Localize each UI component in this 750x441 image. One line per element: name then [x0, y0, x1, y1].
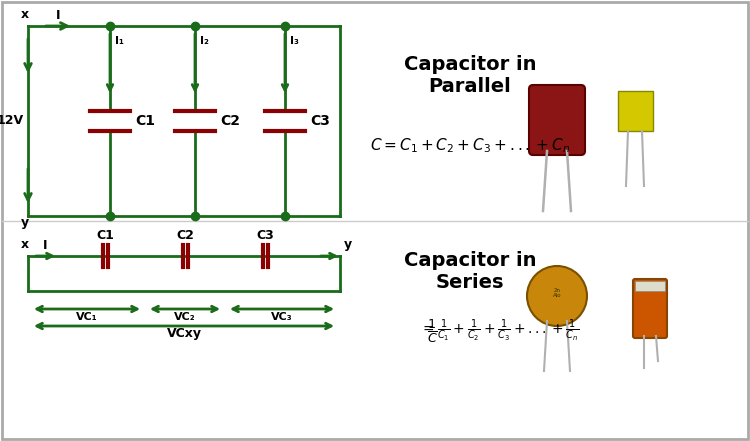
Text: $C = C_1 + C_2 + C_3 + ... + C_n$: $C = C_1 + C_2 + C_3 + ... + C_n$: [370, 137, 570, 155]
Text: x: x: [21, 238, 29, 251]
Text: I₂: I₂: [200, 36, 208, 46]
Text: y: y: [21, 216, 29, 229]
Text: $\frac{1}{C}$: $\frac{1}{C}$: [427, 317, 437, 345]
Bar: [635, 281, 665, 291]
Text: 2n
Alo: 2n Alo: [553, 288, 561, 299]
Text: Capacitor in
Series: Capacitor in Series: [404, 250, 536, 292]
FancyBboxPatch shape: [529, 85, 585, 155]
Text: I: I: [56, 9, 60, 22]
Text: C1: C1: [135, 114, 155, 128]
Text: C3: C3: [310, 114, 330, 128]
Text: I: I: [43, 239, 47, 252]
Text: C3: C3: [256, 229, 274, 242]
Text: VC₂: VC₂: [174, 312, 196, 322]
Text: VCxy: VCxy: [166, 327, 202, 340]
Text: C2: C2: [176, 229, 194, 242]
Text: C1: C1: [96, 229, 114, 242]
Text: VC₃: VC₃: [272, 312, 292, 322]
Text: VC₁: VC₁: [76, 312, 98, 322]
Text: $= \frac{1}{C_1} + \frac{1}{C_2} + \frac{1}{C_3} + ... + \frac{1}{C_n}$: $= \frac{1}{C_1} + \frac{1}{C_2} + \frac…: [421, 318, 580, 344]
Text: I₁: I₁: [115, 36, 124, 46]
FancyBboxPatch shape: [633, 279, 667, 338]
Circle shape: [527, 266, 587, 326]
Text: y: y: [344, 238, 352, 251]
Text: 12V: 12V: [0, 115, 23, 127]
Text: x: x: [21, 8, 29, 21]
Text: Capacitor in
Parallel: Capacitor in Parallel: [404, 56, 536, 97]
Text: C2: C2: [220, 114, 240, 128]
Bar: [617, 91, 652, 131]
Text: I₃: I₃: [290, 36, 298, 46]
